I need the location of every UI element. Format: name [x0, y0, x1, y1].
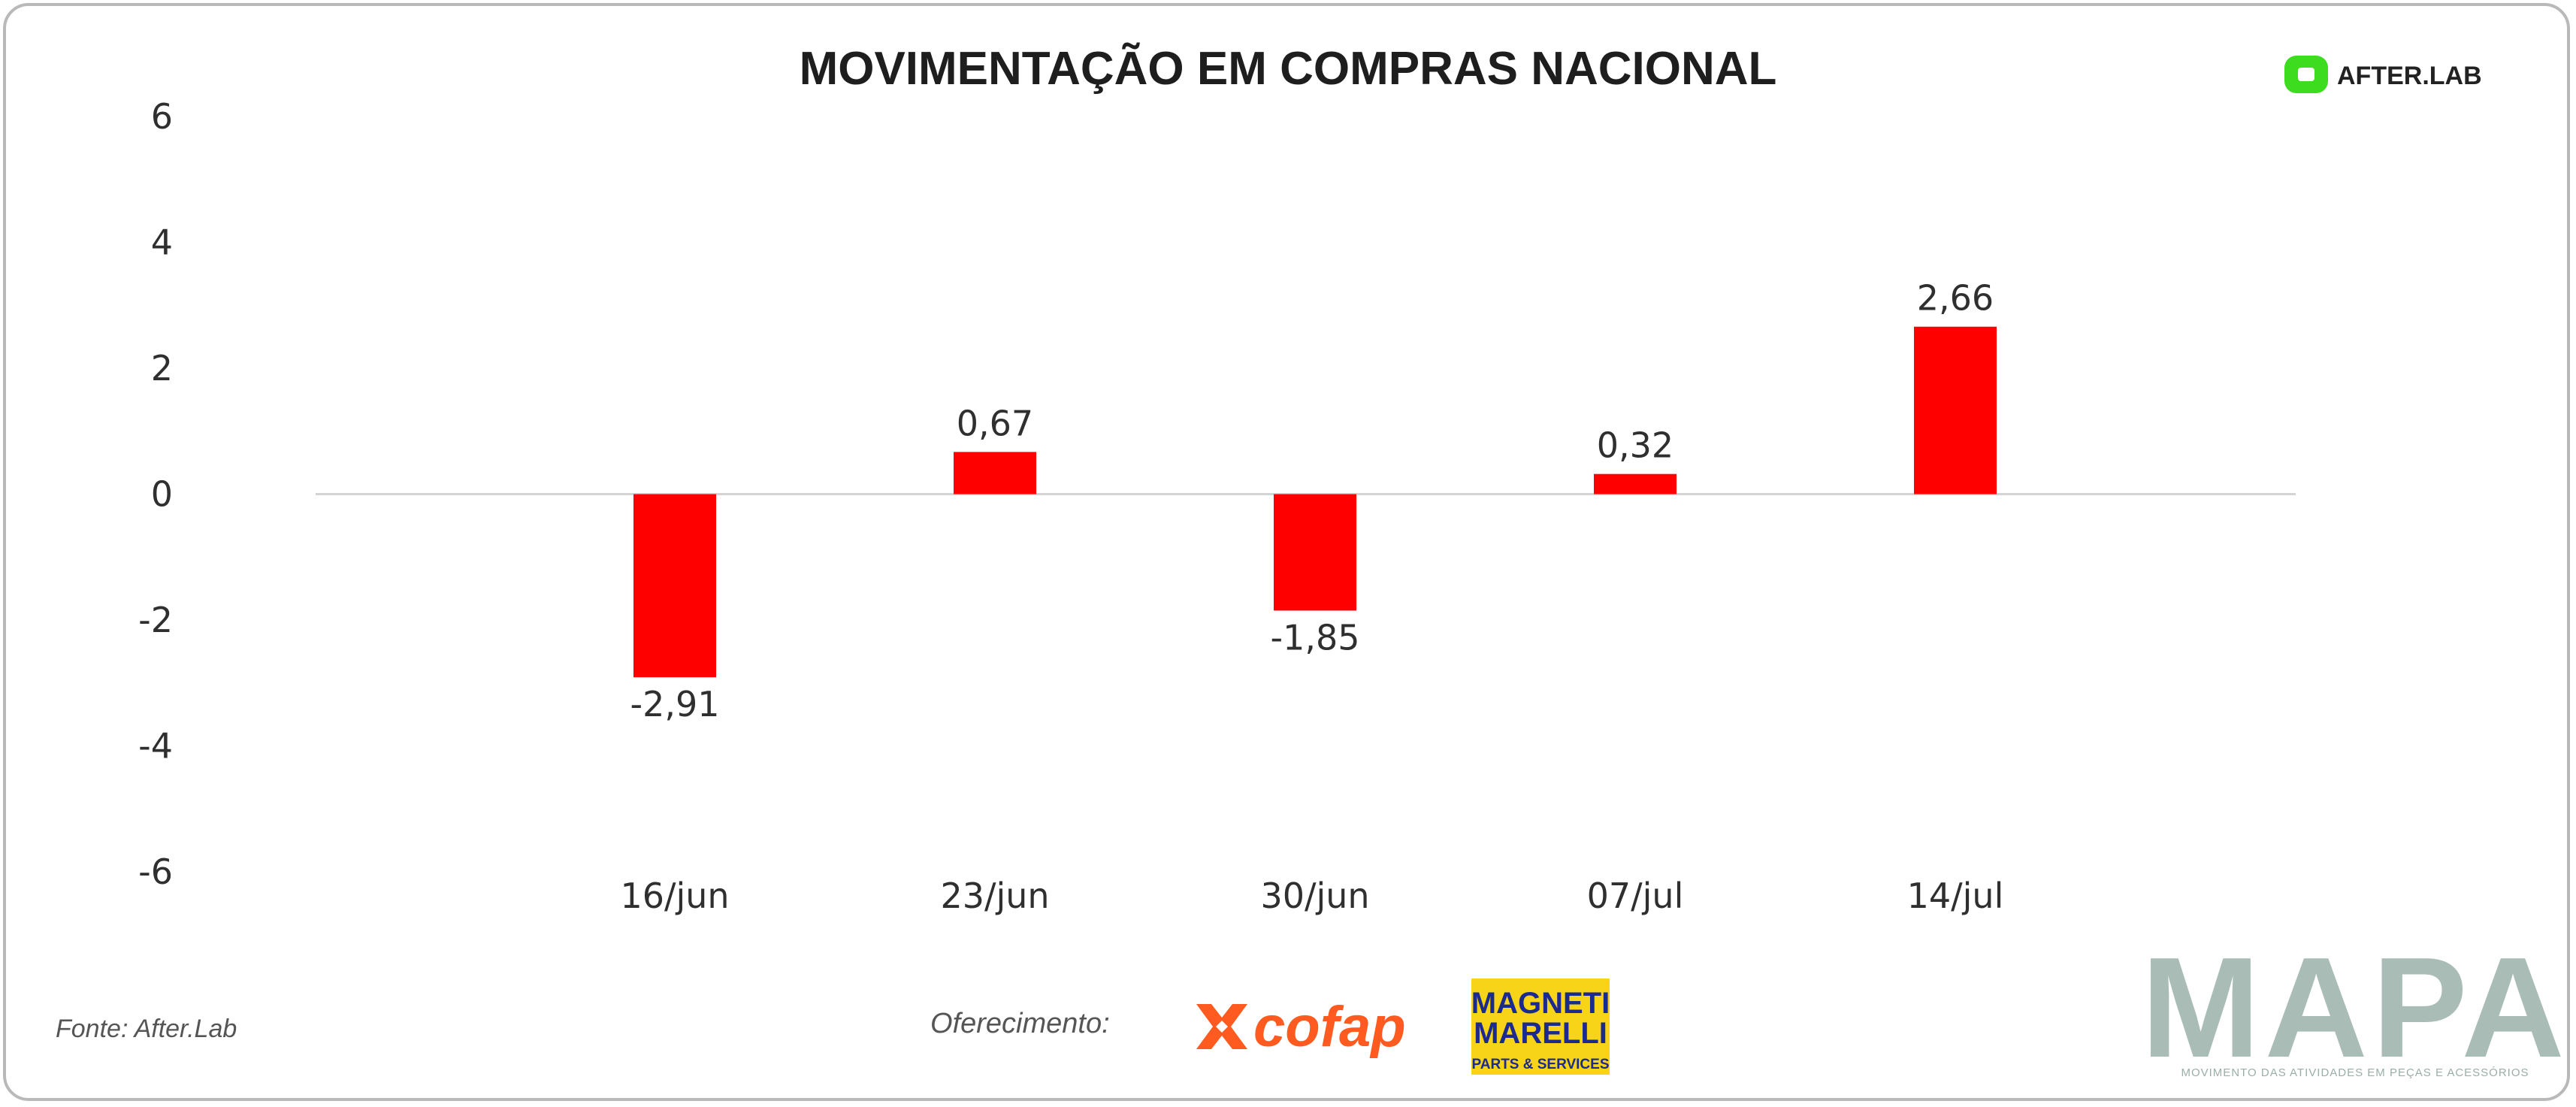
bar-value-label: 2,66: [1917, 278, 1994, 319]
x-axis: 16/jun 23/jun 30/jun 07/jul 14/jul: [620, 876, 2003, 916]
mapa-tagline: MOVIMENTO DAS ATIVIDADES EM PEÇAS E ACES…: [2181, 1066, 2529, 1079]
source-note: Fonte: After.Lab: [56, 1015, 237, 1043]
bar-value-label: 0,67: [957, 403, 1033, 443]
y-tick-label: -2: [138, 600, 173, 640]
cofap-logo: cofap: [1196, 995, 1406, 1059]
bar-value-label: -1,85: [1270, 617, 1359, 658]
magneti-subtitle: PARTS & SERVICES: [1471, 1057, 1609, 1072]
x-category-label: 30/jun: [1260, 876, 1369, 916]
x-category-label: 16/jun: [620, 876, 729, 916]
data-labels: -2,91 0,67 -1,85 0,32 2,66: [630, 278, 1994, 724]
mapa-logo: MAPA MOVIMENTO DAS ATIVIDADES EM PEÇAS E…: [2141, 928, 2568, 1087]
y-tick-label: 2: [151, 348, 173, 389]
magneti-marelli-badge: [1471, 978, 1610, 1075]
y-tick-label: -4: [138, 726, 173, 767]
y-tick-label: 6: [151, 96, 173, 137]
sponsor-label: Oferecimento:: [930, 1008, 1110, 1039]
y-axis: 6 4 2 0 -2 -4 -6: [138, 96, 173, 892]
afterlab-logo-text: AFTER.LAB: [2337, 62, 2482, 90]
y-tick-label: 0: [151, 474, 173, 515]
bar: [1274, 494, 1356, 611]
bar-value-label: -2,91: [630, 684, 719, 724]
bar-series: [633, 326, 1997, 678]
cofap-x-icon: [1196, 1004, 1247, 1049]
x-category-label: 14/jul: [1907, 876, 2004, 916]
y-tick-label: -6: [138, 851, 173, 892]
x-category-label: 23/jun: [940, 876, 1049, 916]
magneti-line1: MAGNETI: [1471, 987, 1610, 1020]
y-tick-label: 4: [151, 222, 173, 263]
bar: [1594, 473, 1677, 495]
magneti-line2: MARELLI: [1474, 1017, 1607, 1050]
mapa-wordmark: MAPA: [2141, 928, 2568, 1087]
bar-value-label: 0,32: [1597, 425, 1673, 466]
x-category-label: 07/jul: [1587, 876, 1684, 916]
cofap-logo-text: cofap: [1253, 995, 1406, 1059]
bar: [954, 452, 1036, 495]
magneti-marelli-logo: MAGNETI MARELLI PARTS & SERVICES: [1471, 978, 1610, 1075]
bar: [1914, 326, 1997, 495]
bar: [633, 494, 716, 678]
chart-title: MOVIMENTAÇÃO EM COMPRAS NACIONAL: [800, 43, 1777, 95]
afterlab-logo: AFTER.LAB: [2284, 56, 2482, 93]
